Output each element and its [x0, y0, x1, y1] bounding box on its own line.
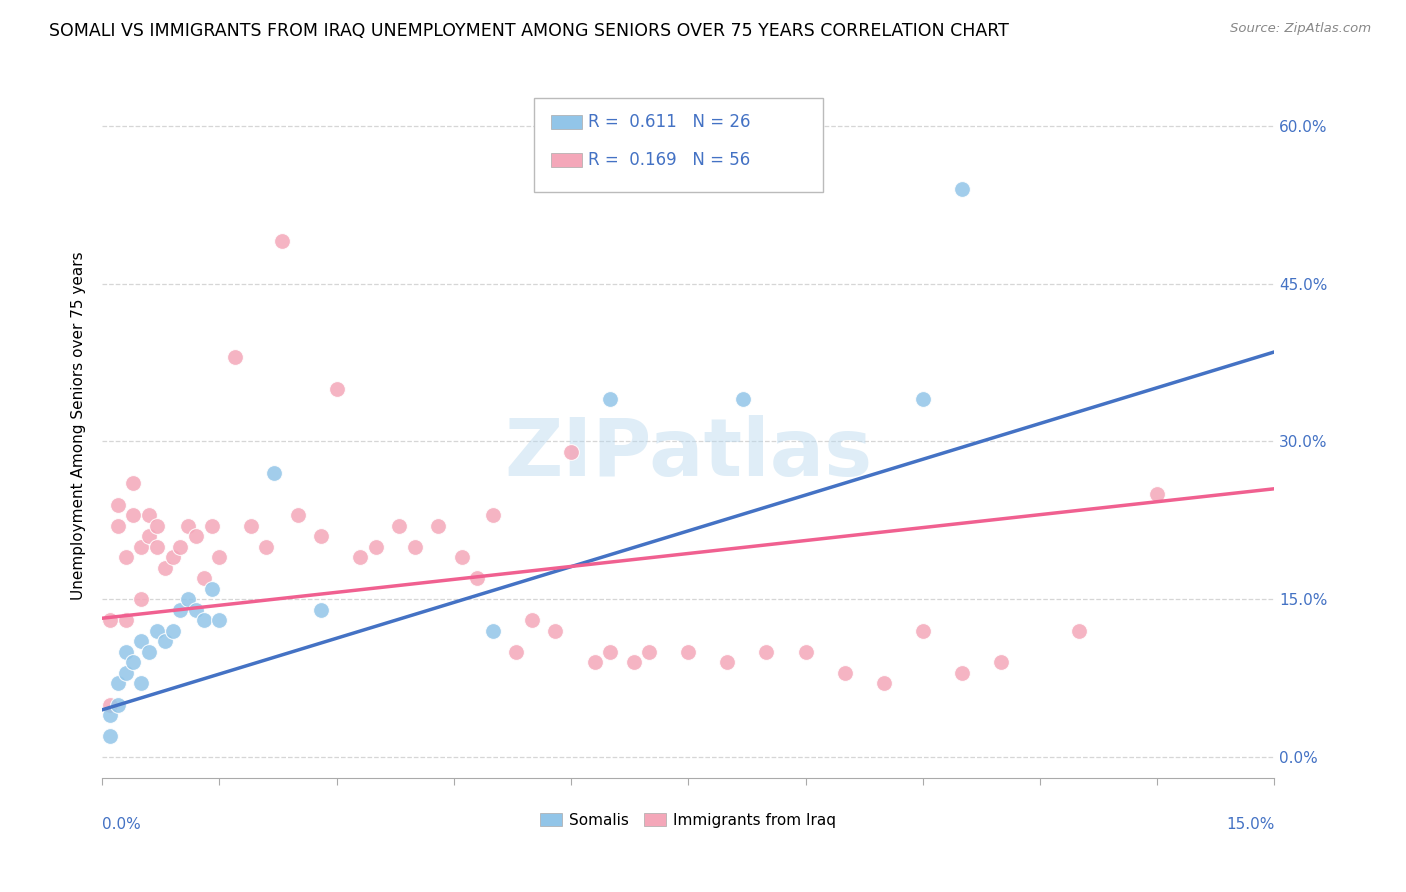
- Point: [325, 382, 347, 396]
- Point: [911, 392, 934, 407]
- Point: [544, 624, 567, 638]
- Point: [114, 550, 136, 565]
- Point: [138, 645, 160, 659]
- Point: [177, 592, 200, 607]
- Point: [162, 550, 184, 565]
- Point: [560, 445, 582, 459]
- Text: R =  0.611   N = 26: R = 0.611 N = 26: [588, 113, 751, 131]
- Text: R =  0.169   N = 56: R = 0.169 N = 56: [588, 151, 749, 169]
- Point: [114, 613, 136, 627]
- Point: [465, 571, 488, 585]
- Point: [129, 634, 152, 648]
- Text: 0.0%: 0.0%: [103, 817, 141, 832]
- Point: [911, 624, 934, 638]
- Point: [184, 529, 207, 543]
- Text: Source: ZipAtlas.com: Source: ZipAtlas.com: [1230, 22, 1371, 36]
- Point: [638, 645, 661, 659]
- Point: [263, 466, 285, 480]
- Point: [482, 508, 505, 522]
- Legend: Somalis, Immigrants from Iraq: Somalis, Immigrants from Iraq: [534, 807, 842, 834]
- Point: [138, 529, 160, 543]
- Point: [520, 613, 543, 627]
- Point: [114, 645, 136, 659]
- Point: [388, 518, 411, 533]
- Point: [716, 656, 738, 670]
- Point: [107, 676, 129, 690]
- Point: [177, 518, 200, 533]
- Point: [599, 645, 621, 659]
- Point: [193, 571, 215, 585]
- Point: [98, 698, 121, 712]
- Point: [349, 550, 371, 565]
- Point: [107, 498, 129, 512]
- Point: [950, 182, 973, 196]
- Point: [950, 665, 973, 680]
- Point: [287, 508, 309, 522]
- Point: [755, 645, 778, 659]
- Point: [364, 540, 387, 554]
- Point: [129, 540, 152, 554]
- Point: [146, 540, 169, 554]
- Point: [427, 518, 450, 533]
- Point: [184, 603, 207, 617]
- Point: [208, 550, 231, 565]
- Point: [129, 676, 152, 690]
- Point: [201, 582, 224, 596]
- Point: [193, 613, 215, 627]
- Point: [169, 540, 191, 554]
- Point: [201, 518, 224, 533]
- Point: [107, 698, 129, 712]
- Point: [1146, 487, 1168, 501]
- Point: [146, 624, 169, 638]
- Point: [1067, 624, 1090, 638]
- Point: [122, 476, 145, 491]
- Point: [129, 592, 152, 607]
- Point: [872, 676, 894, 690]
- Point: [98, 613, 121, 627]
- Point: [309, 529, 332, 543]
- Point: [208, 613, 231, 627]
- Point: [138, 508, 160, 522]
- Point: [404, 540, 426, 554]
- Point: [583, 656, 606, 670]
- Point: [599, 392, 621, 407]
- Point: [224, 350, 246, 364]
- Point: [731, 392, 754, 407]
- Point: [794, 645, 817, 659]
- Point: [153, 560, 176, 574]
- Point: [122, 656, 145, 670]
- Text: ZIPatlas: ZIPatlas: [505, 415, 872, 492]
- Point: [122, 508, 145, 522]
- Point: [98, 729, 121, 743]
- Point: [309, 603, 332, 617]
- Point: [623, 656, 645, 670]
- Point: [114, 665, 136, 680]
- Point: [162, 624, 184, 638]
- Point: [239, 518, 262, 533]
- Text: SOMALI VS IMMIGRANTS FROM IRAQ UNEMPLOYMENT AMONG SENIORS OVER 75 YEARS CORRELAT: SOMALI VS IMMIGRANTS FROM IRAQ UNEMPLOYM…: [49, 22, 1010, 40]
- Point: [482, 624, 505, 638]
- Point: [169, 603, 191, 617]
- Text: 15.0%: 15.0%: [1226, 817, 1274, 832]
- Point: [505, 645, 527, 659]
- Point: [834, 665, 856, 680]
- Point: [107, 518, 129, 533]
- Point: [271, 235, 294, 249]
- Point: [153, 634, 176, 648]
- Point: [678, 645, 700, 659]
- Y-axis label: Unemployment Among Seniors over 75 years: Unemployment Among Seniors over 75 years: [72, 252, 86, 600]
- Point: [254, 540, 277, 554]
- Point: [990, 656, 1012, 670]
- Point: [450, 550, 472, 565]
- Point: [98, 708, 121, 723]
- Point: [146, 518, 169, 533]
